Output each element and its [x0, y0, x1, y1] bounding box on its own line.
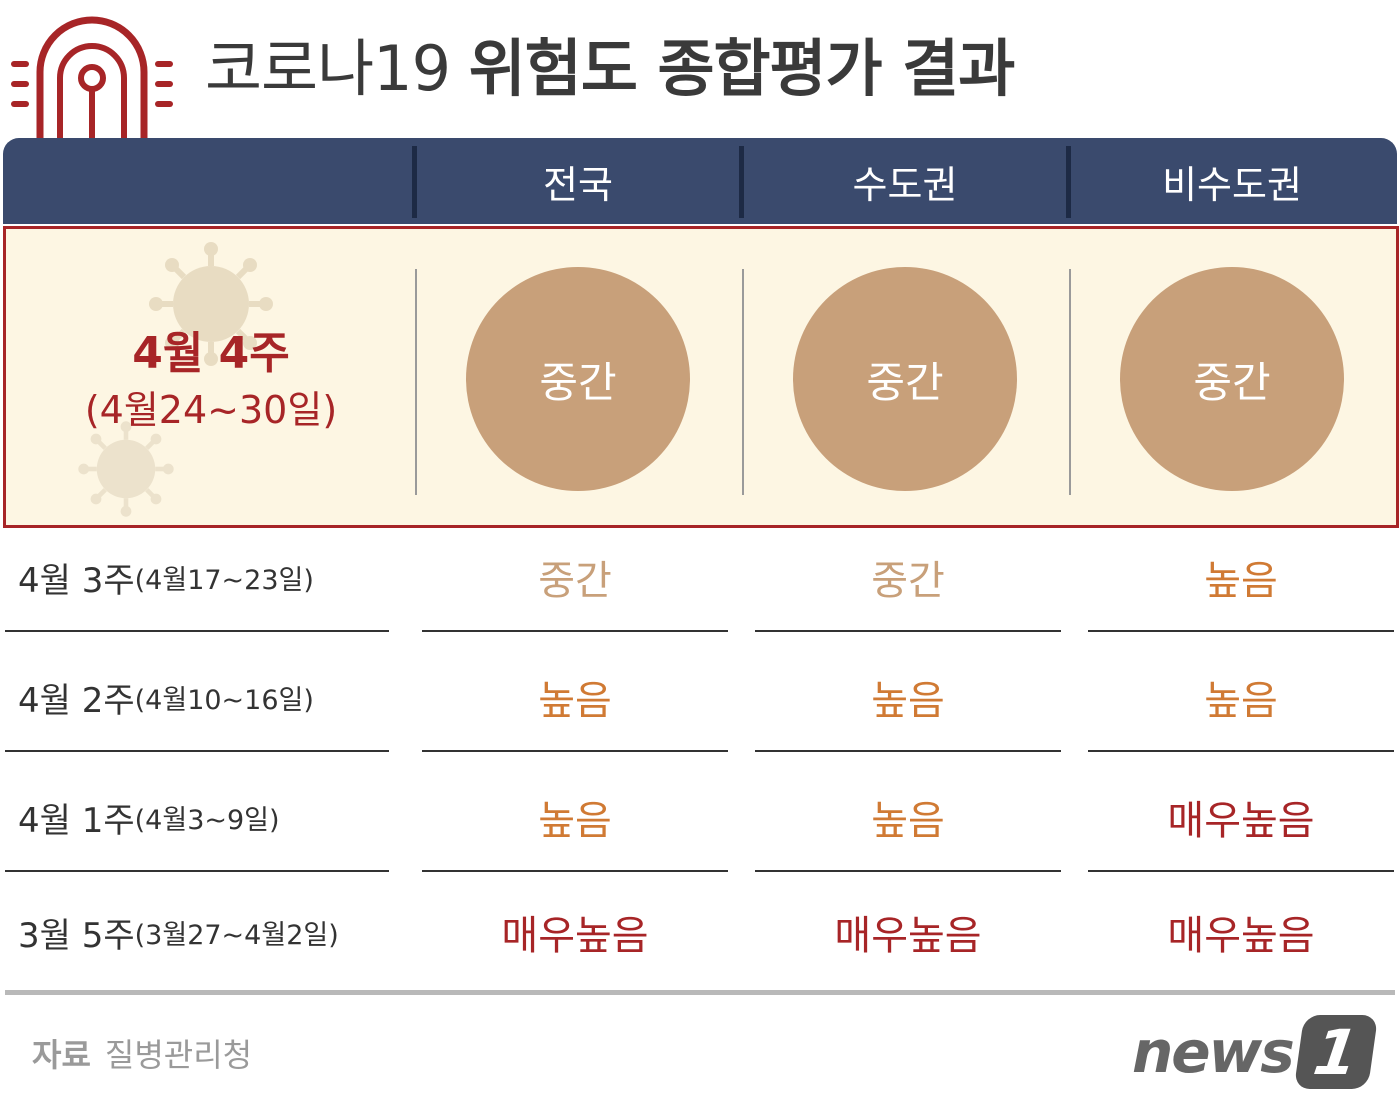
level-national: 매우높음 — [501, 913, 649, 959]
row-rule — [1088, 870, 1394, 872]
virus-icon — [78, 421, 174, 517]
news1-logo: news 1 — [1132, 1014, 1384, 1090]
week-name: 4월 3주 — [18, 560, 135, 601]
header-divider — [739, 146, 744, 218]
level-non-capital-area: 매우높음 — [1167, 913, 1315, 959]
current-level-non-capital-area: 중간 — [1120, 267, 1344, 491]
siren-icon — [11, 16, 173, 138]
column-header-national: 전국 — [543, 162, 613, 207]
level-capital-area: 높음 — [871, 678, 945, 724]
source-label: 자료 — [32, 1036, 91, 1074]
table-row: 3월 5주 (3월27~4월2일) 매우높음 매우높음 매우높음 — [0, 882, 1400, 1002]
header-divider — [412, 146, 417, 218]
week-name: 4월 1주 — [18, 800, 135, 841]
row-rule — [422, 630, 728, 632]
week-range: (4월10~16일) — [134, 684, 314, 716]
row-rule — [755, 750, 1061, 752]
level-capital-area: 중간 — [871, 558, 945, 604]
row-rule — [755, 630, 1061, 632]
current-level-national: 중간 — [466, 267, 690, 491]
current-week-row: 4월 4주 (4월24~30일) 중간 중간 중간 — [3, 226, 1399, 528]
level-capital-area: 매우높음 — [834, 913, 982, 959]
level-non-capital-area: 매우높음 — [1167, 798, 1315, 844]
table-header: 전국 수도권 비수도권 — [3, 138, 1397, 224]
week-label: 4월 3주 (4월17~23일) — [18, 527, 314, 627]
title-area: 코로나19 위험도 종합평가 결과 — [0, 0, 1400, 140]
level-national: 높음 — [538, 678, 612, 724]
week-range: (4월3~9일) — [134, 804, 280, 836]
week-label: 4월 1주 (4월3~9일) — [18, 767, 280, 867]
week-range: (4월17~23일) — [134, 564, 314, 596]
title-light: 코로나19 — [205, 32, 469, 105]
source-value: 질병관리청 — [104, 1036, 253, 1074]
page-title: 코로나19 위험도 종합평가 결과 — [205, 30, 1016, 108]
week-label: 4월 2주 (4월10~16일) — [18, 647, 314, 747]
row-divider — [742, 269, 744, 495]
row-rule — [1088, 630, 1394, 632]
row-divider — [1069, 269, 1071, 495]
logo-text: news — [1132, 1018, 1295, 1086]
column-header-capital-area: 수도권 — [852, 162, 958, 207]
table-row: 4월 3주 (4월17~23일) 중간 중간 높음 — [0, 527, 1400, 647]
header-divider — [1066, 146, 1071, 218]
week-range: (3월27~4월2일) — [134, 919, 339, 951]
current-level-capital-area: 중간 — [793, 267, 1017, 491]
current-week-range: (4월24~30일) — [84, 388, 338, 432]
week-name: 4월 2주 — [18, 680, 135, 721]
level-non-capital-area: 높음 — [1204, 558, 1278, 604]
current-week-label: 4월 4주 — [132, 328, 290, 379]
logo-badge: 1 — [1293, 1015, 1378, 1089]
row-rule — [5, 870, 389, 872]
row-rule — [5, 630, 389, 632]
column-header-non-capital-area: 비수도권 — [1162, 162, 1302, 207]
row-rule — [422, 870, 728, 872]
week-name: 3월 5주 — [18, 915, 135, 956]
row-rule — [422, 750, 728, 752]
virus-icon — [149, 242, 273, 366]
row-rule — [5, 750, 389, 752]
title-bold: 위험도 종합평가 결과 — [468, 32, 1016, 105]
level-national: 중간 — [538, 558, 612, 604]
week-label: 3월 5주 (3월27~4월2일) — [18, 882, 339, 982]
row-divider — [415, 269, 417, 495]
row-rule — [1088, 750, 1394, 752]
table-row: 4월 2주 (4월10~16일) 높음 높음 높음 — [0, 647, 1400, 767]
source-credit: 자료 질병관리청 — [32, 1030, 252, 1076]
table-row: 4월 1주 (4월3~9일) 높음 높음 매우높음 — [0, 767, 1400, 887]
level-capital-area: 높음 — [871, 798, 945, 844]
level-national: 높음 — [538, 798, 612, 844]
level-non-capital-area: 높음 — [1204, 678, 1278, 724]
footer-rule — [5, 990, 1395, 995]
row-rule — [755, 870, 1061, 872]
